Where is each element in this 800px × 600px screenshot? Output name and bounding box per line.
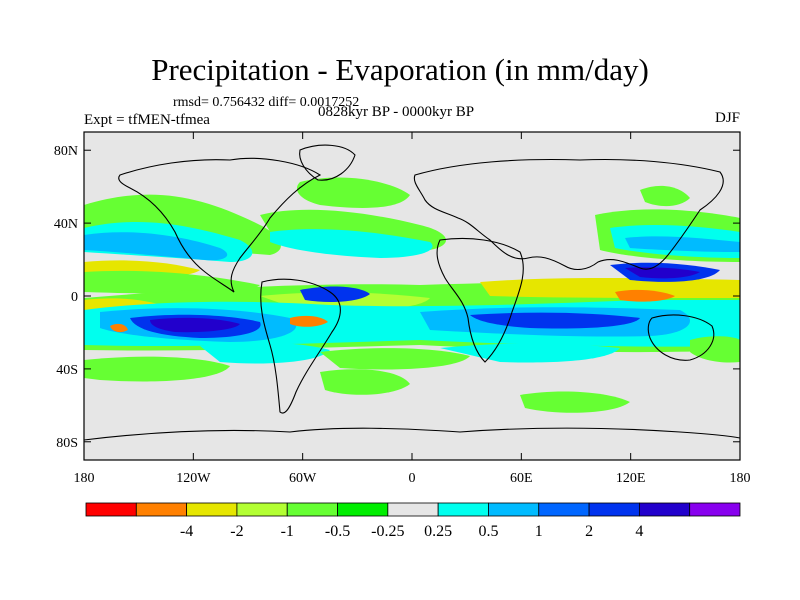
colorbar-label: -0.25 (371, 523, 404, 540)
lon-tick-label: 60E (510, 471, 533, 486)
colorbar-swatch (638, 502, 691, 517)
coastline-south-america (260, 278, 341, 414)
colorbar-swatch (286, 502, 338, 517)
field-patch (110, 323, 128, 333)
season-label: DJF (714, 110, 740, 126)
colorbar-swatch (135, 502, 188, 517)
field-patch (290, 315, 328, 327)
period-label: 0828kyr BP - 0000kyr BP (318, 104, 475, 120)
lon-tick-label: 180 (730, 471, 751, 486)
colorbar-label: 1 (535, 523, 543, 540)
field-patch (84, 232, 228, 261)
field-patch (520, 391, 630, 413)
coastline-greenland (299, 144, 356, 181)
field-patch (300, 286, 370, 302)
colorbar-swatch (337, 502, 389, 517)
coastline-antarctica (84, 427, 740, 441)
experiment-label: Expt = tfMEN-tfmea (84, 112, 210, 128)
field-patch (625, 267, 700, 279)
coastlines (84, 144, 740, 441)
lon-tick-label: 120W (176, 471, 211, 486)
lat-tick-label: 80S (56, 436, 78, 451)
field-patch (615, 289, 675, 302)
colorbar-label: -4 (180, 523, 193, 540)
colorbar-label: -2 (230, 523, 243, 540)
lat-tick-label: 40S (56, 363, 78, 378)
colorbar-label: 4 (635, 523, 643, 540)
field-patch (480, 278, 740, 298)
coastline-australia (647, 314, 715, 361)
colorbar-label: -0.5 (325, 523, 350, 540)
colorbar-swatch (387, 502, 439, 517)
lon-tick-label: 60W (289, 471, 317, 486)
lon-tick-label: 0 (409, 471, 416, 486)
map-title: Precipitation - Evaporation (in mm/day) (151, 52, 649, 87)
coastline-eurasia (413, 158, 724, 271)
lon-tick-label: 120E (616, 471, 646, 486)
field-patch (625, 236, 740, 252)
colorbar-swatch (236, 502, 288, 517)
axis-ticks: 80N 40N 0 40S 80S 180 120W 60W 0 60E 120E 180 (54, 132, 751, 486)
field-patch (690, 336, 740, 363)
colorbar-label: 2 (585, 523, 593, 540)
field-patch (320, 348, 470, 370)
field-patch (320, 369, 410, 395)
colorbar-swatch (437, 502, 489, 517)
field-patch (84, 270, 260, 294)
colorbar-swatch (538, 502, 590, 517)
colorbar-swatch (488, 502, 540, 517)
coastline-africa (436, 238, 524, 363)
field-patch (200, 342, 330, 364)
coastline-north-america (118, 157, 322, 293)
lat-tick-label: 80N (54, 144, 78, 159)
field-layer (84, 132, 740, 460)
field-patch (440, 343, 620, 363)
field-patch (270, 229, 433, 258)
colorbar-label: 0.5 (478, 523, 498, 540)
colorbar-swatch (85, 502, 137, 517)
field-patch (84, 356, 230, 382)
colorbar-label: 0.25 (424, 523, 452, 540)
lat-tick-label: 40N (54, 217, 78, 232)
field-patch (640, 185, 690, 207)
stats-line: rmsd= 0.756432 diff= 0.0017252 (173, 95, 360, 110)
field-patch (150, 317, 240, 333)
colorbar: -4 -2 -1 -0.5 -0.25 0.25 0.5 1 2 4 (85, 502, 741, 540)
colorbar-swatch (689, 502, 741, 517)
colorbar-label: -1 (281, 523, 294, 540)
field-patch (470, 312, 640, 329)
field-patch (296, 177, 410, 208)
colorbar-swatch (588, 502, 640, 517)
colorbar-swatch (186, 502, 238, 517)
lon-tick-label: 180 (74, 471, 95, 486)
lat-tick-label: 0 (71, 290, 78, 305)
